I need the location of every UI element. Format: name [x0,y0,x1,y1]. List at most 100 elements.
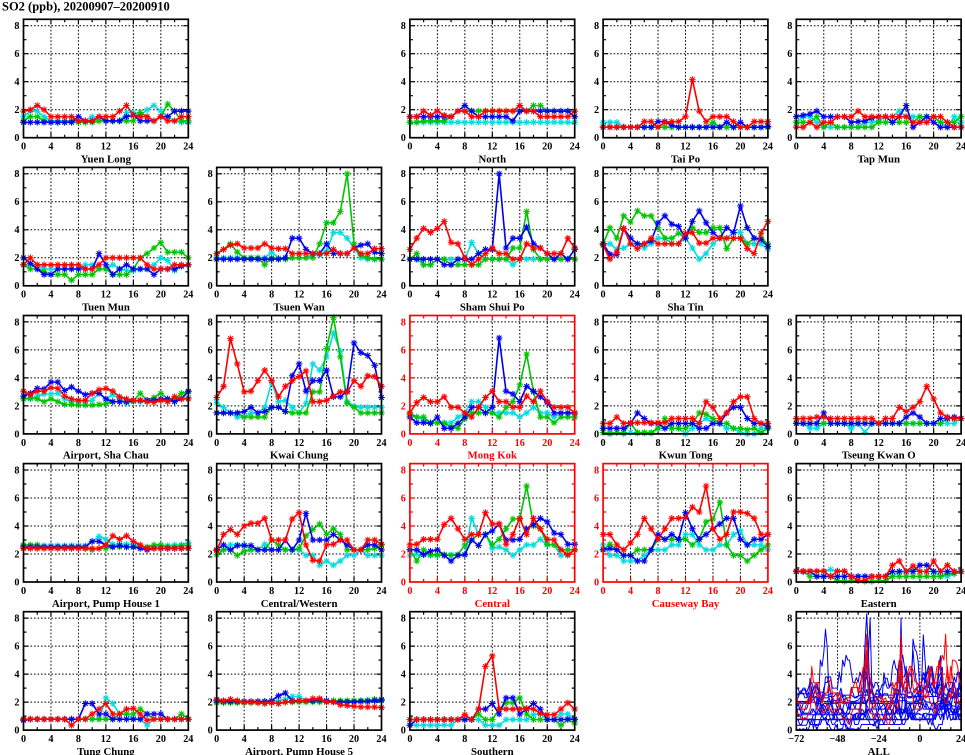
svg-text:0: 0 [787,133,792,144]
svg-text:0: 0 [21,734,26,745]
svg-text:2: 2 [594,253,599,264]
svg-text:4: 4 [14,373,19,384]
svg-text:8: 8 [14,21,19,32]
svg-text:24: 24 [183,586,193,597]
svg-text:8: 8 [76,734,81,745]
svg-text:20: 20 [349,586,359,597]
svg-text:Causeway Bay: Causeway Bay [652,598,720,610]
svg-text:8: 8 [655,142,660,153]
svg-text:16: 16 [901,438,911,449]
svg-text:20: 20 [156,734,166,745]
svg-text:12: 12 [487,586,497,597]
svg-text:2: 2 [14,549,19,560]
svg-text:8: 8 [76,290,81,301]
svg-text:2: 2 [401,549,406,560]
svg-text:4: 4 [435,586,440,597]
svg-text:4: 4 [787,77,792,88]
svg-text:0: 0 [917,734,922,745]
svg-text:8: 8 [208,169,213,180]
svg-text:2: 2 [594,105,599,116]
svg-text:0: 0 [601,290,606,301]
svg-text:24: 24 [376,290,386,301]
svg-text:8: 8 [849,586,854,597]
svg-text:12: 12 [101,290,111,301]
svg-text:8: 8 [462,290,467,301]
svg-text:8: 8 [787,21,792,32]
svg-text:2: 2 [401,105,406,116]
svg-text:4: 4 [594,521,599,532]
svg-text:20: 20 [156,586,166,597]
svg-text:4: 4 [48,290,53,301]
svg-text:16: 16 [708,290,718,301]
svg-text:4: 4 [48,142,53,153]
svg-text:4: 4 [14,225,19,236]
svg-text:16: 16 [321,438,331,449]
svg-text:Tuen Mun: Tuen Mun [82,302,130,314]
svg-text:12: 12 [874,142,884,153]
svg-text:4: 4 [628,438,633,449]
svg-text:12: 12 [680,438,690,449]
svg-text:20: 20 [349,438,359,449]
svg-text:2: 2 [208,401,213,412]
svg-text:8: 8 [655,586,660,597]
svg-text:12: 12 [101,438,111,449]
svg-text:4: 4 [242,290,247,301]
svg-text:2: 2 [401,698,406,709]
svg-text:8: 8 [208,465,213,476]
svg-text:8: 8 [401,169,406,180]
svg-text:0: 0 [594,281,599,292]
svg-text:0: 0 [794,586,799,597]
svg-text:6: 6 [208,197,213,208]
svg-text:12: 12 [294,290,304,301]
svg-text:24: 24 [763,290,773,301]
svg-text:2: 2 [594,401,599,412]
svg-text:24: 24 [570,290,580,301]
svg-text:Yuen Long: Yuen Long [81,154,132,166]
svg-text:6: 6 [208,345,213,356]
svg-text:8: 8 [14,317,19,328]
svg-text:2: 2 [208,549,213,560]
svg-text:Eastern: Eastern [861,598,897,610]
svg-text:4: 4 [594,225,599,236]
svg-text:20: 20 [156,438,166,449]
svg-text:2: 2 [208,253,213,264]
svg-text:16: 16 [515,438,525,449]
svg-text:16: 16 [128,734,138,745]
svg-text:8: 8 [655,290,660,301]
svg-text:8: 8 [208,614,213,625]
svg-text:6: 6 [14,345,19,356]
svg-text:24: 24 [376,734,386,745]
svg-text:16: 16 [708,142,718,153]
svg-text:2: 2 [14,401,19,412]
svg-text:0: 0 [594,429,599,440]
svg-text:6: 6 [787,642,792,653]
svg-text:24: 24 [956,734,965,745]
svg-text:12: 12 [487,290,497,301]
svg-text:4: 4 [628,586,633,597]
svg-text:20: 20 [349,290,359,301]
svg-text:8: 8 [401,614,406,625]
svg-text:4: 4 [435,142,440,153]
svg-text:0: 0 [407,586,412,597]
svg-text:6: 6 [787,345,792,356]
svg-text:0: 0 [407,438,412,449]
svg-text:0: 0 [21,438,26,449]
svg-text:0: 0 [594,577,599,588]
svg-text:16: 16 [708,438,718,449]
svg-text:24: 24 [570,586,580,597]
svg-text:16: 16 [515,290,525,301]
svg-text:6: 6 [14,197,19,208]
svg-text:4: 4 [435,734,440,745]
svg-text:4: 4 [401,373,406,384]
svg-text:2: 2 [401,401,406,412]
svg-text:4: 4 [435,438,440,449]
svg-text:Southern: Southern [471,746,514,755]
svg-text:16: 16 [515,734,525,745]
svg-text:16: 16 [128,438,138,449]
svg-text:0: 0 [21,142,26,153]
svg-text:4: 4 [14,77,19,88]
svg-text:24: 24 [570,734,580,745]
svg-text:20: 20 [735,142,745,153]
svg-text:6: 6 [594,49,599,60]
svg-text:6: 6 [401,345,406,356]
